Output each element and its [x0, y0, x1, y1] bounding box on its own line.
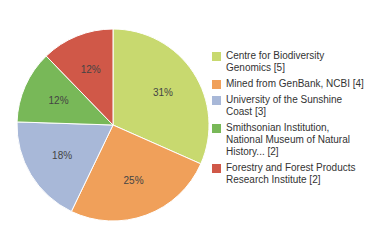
svg-text:12%: 12%: [49, 95, 69, 106]
svg-text:18%: 18%: [52, 150, 72, 161]
svg-text:25%: 25%: [124, 175, 144, 186]
svg-text:12%: 12%: [81, 64, 101, 75]
html-text:Smithsonian Institution, Natio: Smithsonian Institution, National Museum…: [226, 122, 350, 157]
svg-text:31%: 31%: [153, 87, 173, 98]
html-text:Mined from GenBank, NCBI [4]: Mined from GenBank, NCBI [4]: [226, 78, 364, 89]
html-text:Forestry and Forest Products R: Forestry and Forest Products Research In…: [226, 162, 356, 185]
html-text:University of the Sunshine Coa: University of the Sunshine Coast [3]: [226, 94, 343, 117]
html-text:Centre for Biodiversity Genomi: Centre for Biodiversity Genomics [5]: [226, 50, 325, 73]
